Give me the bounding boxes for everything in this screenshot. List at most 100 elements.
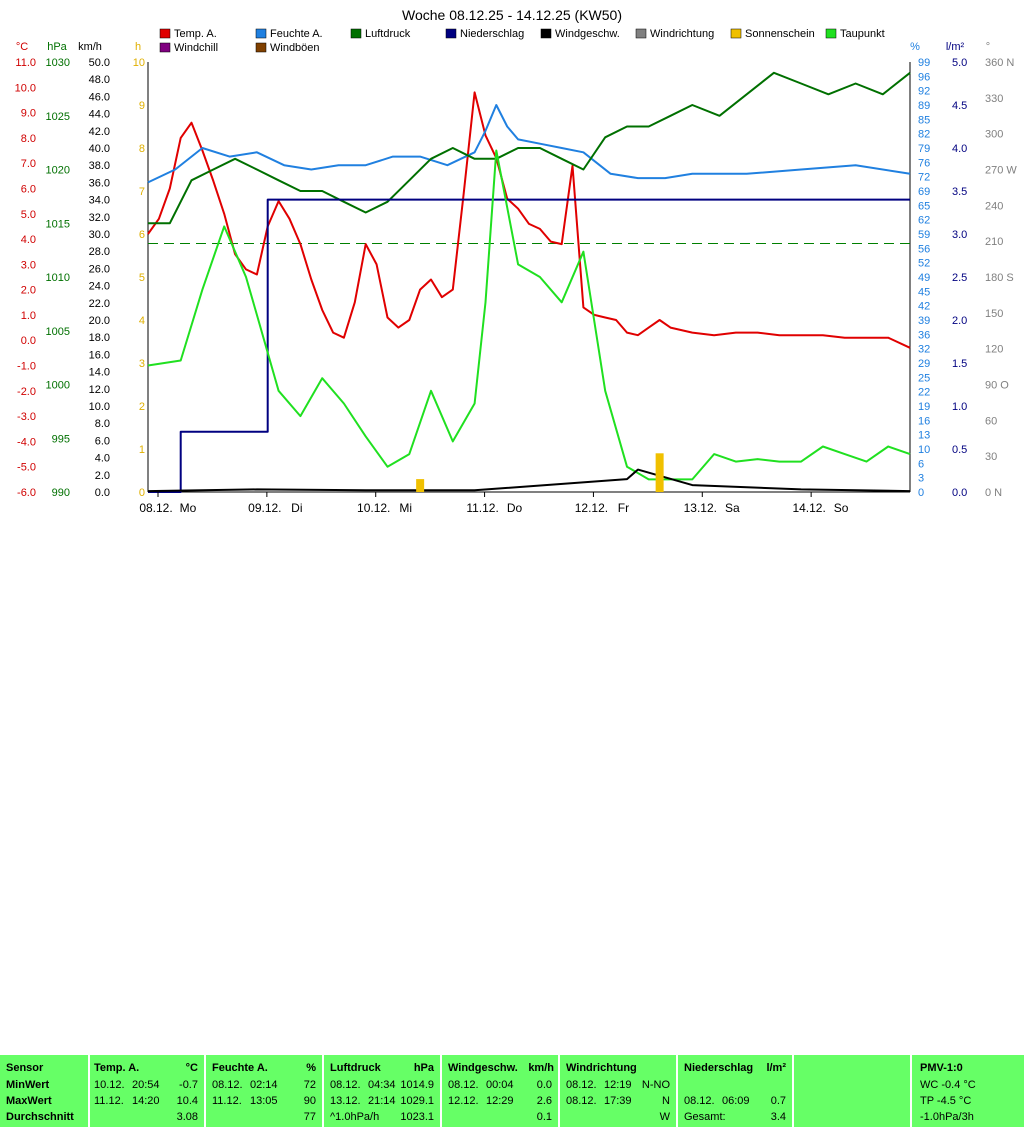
humidity-tick: 52 [918,258,930,270]
direction-tick: 150 [985,308,1003,320]
hum-max-time: 13:05 [250,1095,278,1107]
wind-tick: 48.0 [89,74,110,86]
hdr-direction: Windrichtung [566,1062,637,1074]
humidity-tick: 42 [918,301,930,313]
temp-max-val: 10.4 [176,1095,198,1107]
wind-min-date: 08.12. [448,1079,479,1091]
sun-tick: 8 [139,143,145,155]
series-line [147,149,911,481]
temp-tick: 7.0 [21,158,36,170]
pressure-tick: 995 [52,433,70,445]
rain-max-val: 0.7 [770,1095,786,1107]
humidity-tick: 10 [918,444,930,456]
legend-label: Windrichtung [650,28,714,40]
wind-tick: 0.0 [95,487,110,499]
press-min-date: 08.12. [330,1079,361,1091]
hum-min-val: 72 [303,1079,316,1091]
hdr-pressure: Luftdruck [330,1062,381,1074]
humidity-tick: 25 [918,372,930,384]
legend-swatch [255,28,267,39]
col-humidity: Feuchte A. % 08.12. 02:14 72 11.12. 13:0… [206,1055,322,1127]
col-sensor: Sensor MinWert MaxWert Durchschnitt [0,1055,88,1127]
humidity-tick: 69 [918,186,930,198]
wind-tick: 28.0 [89,246,110,258]
humidity-tick: 65 [918,200,930,212]
dir-max-date: 08.12. [566,1095,597,1107]
legend-label: Windchill [174,42,218,54]
humidity-tick: 0 [918,487,924,499]
humidity-tick: 92 [918,86,930,98]
legend-swatch [730,28,742,39]
humidity-tick: 16 [918,415,930,427]
col-pmv: PMV-1:0 WC -0.4 °C TP -4.5 °C -1.0hPa/3h [912,1055,1024,1127]
series-windgeschw- [147,468,911,493]
temp-unit: °C [16,41,28,53]
direction-tick: 90 O [985,380,1009,392]
hdr-humidity: Feuchte A. [212,1062,268,1074]
x-date-label: 09.12. [248,501,281,515]
wind-max-date: 12.12. [448,1095,479,1107]
wind-tick: 38.0 [89,160,110,172]
sun-tick: 6 [139,229,145,241]
press-min-val: 1014.9 [400,1079,434,1091]
direction-tick: 0 N [985,487,1002,499]
wind-tick: 36.0 [89,177,110,189]
sun-tick: 5 [139,272,145,284]
wind-tick: 34.0 [89,195,110,207]
temp-min-val: -0.7 [179,1079,198,1091]
humidity-tick: 72 [918,172,930,184]
dir-min-val: N-NO [641,1079,670,1091]
col-pressure: Luftdruck hPa 08.12. 04:34 1014.9 13.12.… [324,1055,440,1127]
humidity-tick: 22 [918,387,930,399]
hdr-wind-unit: km/h [528,1062,554,1074]
temp-max-time: 14:20 [132,1095,160,1107]
wind-unit: km/h [78,41,102,53]
rain-tick: 3.5 [952,186,967,198]
series-line [147,468,911,493]
dir-min-time: 12:19 [604,1079,632,1091]
humidity-tick: 6 [918,458,924,470]
dir-max-time: 17:39 [604,1095,632,1107]
weather-chart: Woche 08.12.25 - 14.12.25 (KW50) Temp. A… [15,7,1018,515]
direction-tick: 300 [985,129,1003,141]
temp-tick: 6.0 [21,183,36,195]
legend-label: Luftdruck [365,28,411,40]
x-day-label: Di [291,501,302,515]
pressure-tick: 1000 [46,380,70,392]
wind-tick: 44.0 [89,109,110,121]
temp-tick: 8.0 [21,133,36,145]
direction-tick: 210 [985,236,1003,248]
wind-tick: 10.0 [89,401,110,413]
humidity-tick: 76 [918,157,930,169]
summary-table: Sensor MinWert MaxWert Durchschnitt Temp… [0,527,1024,1127]
series-line [147,91,911,349]
temp-min-time: 20:54 [132,1079,160,1091]
x-day-label: So [834,501,849,515]
press-min-time: 04:34 [368,1079,396,1091]
humidity-tick: 85 [918,114,930,126]
legend-swatch [445,28,457,39]
row-label-min: MinWert [6,1079,50,1091]
legend-swatch [635,28,647,39]
hdr-temp: Temp. A. [94,1062,140,1074]
x-day-label: Mo [180,501,197,515]
sun-tick: 2 [139,401,145,413]
series-temp-a- [147,91,911,349]
x-date-label: 11.12. [466,501,498,515]
wind-tick: 2.0 [95,470,110,482]
x-date-label: 12.12. [575,501,608,515]
humidity-tick: 89 [918,100,930,112]
direction-tick: 180 S [985,272,1014,284]
direction-tick: 330 [985,93,1003,105]
pressure-tick: 1010 [46,272,70,284]
humidity-tick: 39 [918,315,930,327]
hdr-rain: Niederschlag [684,1062,754,1074]
rain-unit: l/m² [946,41,965,53]
series-line [148,198,910,493]
wind-tick: 50.0 [89,57,110,69]
wind-tick: 12.0 [89,384,110,396]
legend-label: Feuchte A. [270,28,323,40]
humidity-tick: 99 [918,57,930,69]
series-niederschlag [148,198,910,493]
humidity-tick: 49 [918,272,930,284]
